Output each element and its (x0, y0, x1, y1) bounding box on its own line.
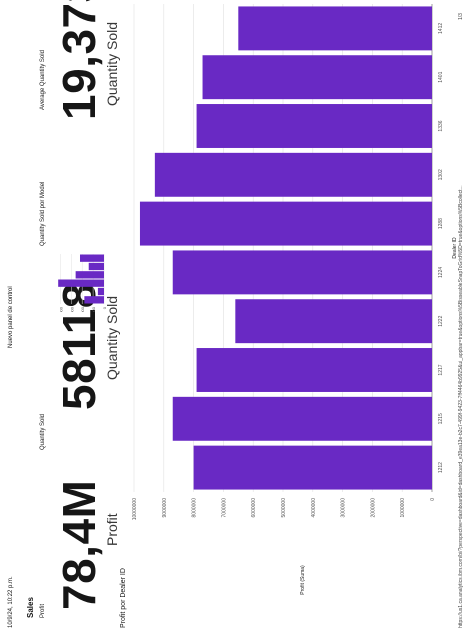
tab-sales[interactable]: Sales (26, 597, 35, 618)
model-bar (88, 262, 104, 271)
bar-1215 (172, 396, 433, 441)
y-tick-label: 5000 (91, 306, 96, 312)
model-chart: 0 5000 10000 15000 20000 (58, 254, 107, 312)
bar-1336 (196, 104, 432, 148)
y-tick-label: 3000000 (341, 498, 347, 518)
x-tick-label: 1412 (438, 23, 444, 34)
bar-1288 (139, 201, 433, 246)
kpi-card-label: Profit (40, 603, 46, 618)
x-tick-label: 1336 (438, 120, 444, 131)
dealer-chart: 0 1000000 2000000 3000000 4000000 5000000 6000… (132, 4, 458, 595)
y-tick-label: 7000000 (221, 498, 227, 518)
bar-1224 (172, 250, 433, 295)
x-axis-title: Dealer ID (452, 237, 458, 259)
x-tick-label: 1215 (438, 413, 444, 424)
print-datetime: 10/9/24, 10:22 p.m. (8, 576, 14, 628)
y-tick-label: 15000 (69, 306, 74, 312)
page-number: 1/3 (458, 13, 464, 20)
model-chart-title: Quantity Sold por Model (40, 181, 46, 246)
y-tick-label: 10000 (80, 306, 85, 312)
kpi-profit-value: 78,4M (53, 479, 105, 610)
kpi-card-label: Average Quantity Sold (40, 50, 46, 110)
footer-url[interactable]: https://us1.ca.analytics.ibm.com/bi/?per… (458, 185, 464, 628)
y-tick-label: 4000000 (311, 498, 317, 518)
y-tick-label: 0 (102, 306, 107, 309)
model-bar (84, 296, 104, 304)
model-bar (97, 287, 104, 296)
model-bar (75, 271, 104, 279)
y-tick-label: 5000000 (281, 498, 287, 518)
y-tick-label: 8000000 (192, 498, 198, 518)
x-tick-label: 1217 (438, 364, 444, 375)
x-tick-label: 1401 (438, 71, 444, 82)
bar-1212 (193, 445, 432, 490)
bar-1217 (196, 348, 432, 392)
page-title: Nuevo panel de control (8, 286, 14, 348)
kpi-profit-caption: Profit (104, 513, 120, 546)
x-tick-label: 1288 (438, 218, 444, 229)
x-tick-label: 1302 (438, 169, 444, 180)
x-tick-label: 1222 (438, 315, 444, 326)
model-bar (58, 279, 104, 287)
kpi-avg-value: 19,373 (53, 0, 105, 120)
x-tick-label: 1212 (438, 462, 444, 473)
bar-1412 (238, 6, 432, 51)
y-tick-label: 9000000 (162, 498, 168, 518)
kpi-card-label: Quantity Sold (40, 413, 46, 450)
x-tick-label: 1224 (438, 267, 444, 278)
bar-1222 (235, 299, 432, 344)
model-bar (80, 254, 104, 262)
y-tick-label: 6000000 (251, 498, 257, 518)
kpi-avg-caption: Quantity Sold (104, 21, 120, 106)
y-tick-label: 0 (430, 498, 436, 501)
bar-1401 (202, 55, 433, 100)
bar-1302 (154, 152, 433, 197)
y-tick-label: 1000000 (400, 498, 406, 518)
y-tick-label: 2000000 (370, 498, 376, 518)
y-tick-label: 10000000 (132, 498, 138, 520)
y-axis-title: Profit (Suma) (300, 565, 306, 595)
y-tick-label: 20000 (58, 306, 63, 312)
